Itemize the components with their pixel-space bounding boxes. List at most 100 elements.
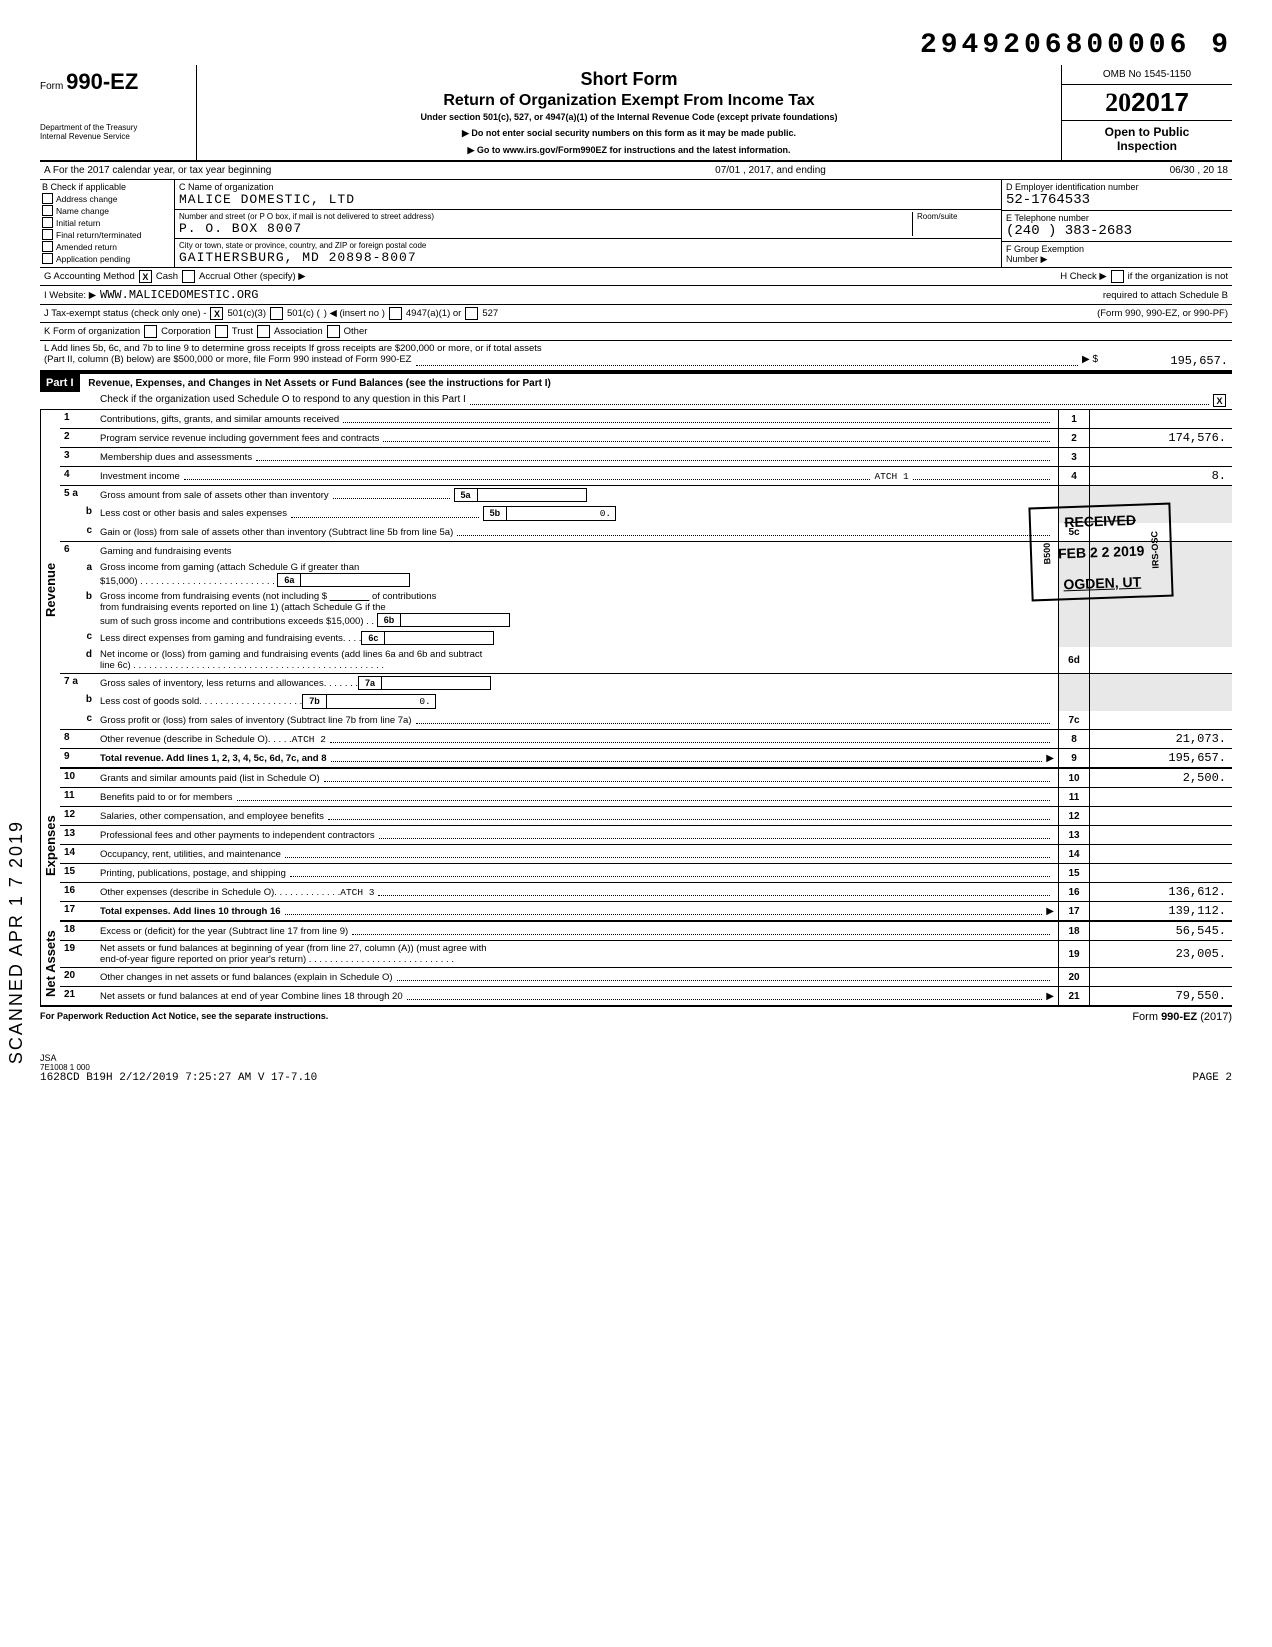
l6a-desc2: $15,000)	[100, 576, 138, 587]
l7c-val	[1090, 711, 1232, 729]
l16-desc: Other expenses (describe in Schedule O)	[100, 887, 274, 898]
line-h-text2: required to attach Schedule B	[1103, 290, 1228, 301]
ssn-warning: ▶ Do not enter social security numbers o…	[205, 128, 1053, 139]
part-1-check-text: Check if the organization used Schedule …	[100, 394, 466, 407]
col-b-title: B Check if applicable	[42, 182, 172, 192]
chk-final[interactable]	[42, 229, 53, 240]
period-begin: 07/01 , 2017, and ending	[715, 165, 826, 176]
city-label: City or town, state or province, country…	[179, 241, 997, 250]
l9-val: 195,657.	[1090, 749, 1232, 767]
chk-501c[interactable]	[270, 307, 283, 320]
lbl-accrual: Accrual Other (specify) ▶	[199, 271, 306, 282]
l8-atch: ATCH 2	[292, 734, 326, 745]
col-d: D Employer identification number 52-1764…	[1001, 180, 1232, 267]
line-k: K Form of organization Corporation Trust…	[40, 323, 1232, 341]
chk-h[interactable]	[1111, 270, 1124, 283]
line-h-label: H Check ▶	[1060, 271, 1106, 282]
l10-val: 2,500.	[1090, 769, 1232, 787]
stamp-b500: B500	[1041, 543, 1052, 565]
l6b-desc2: of contributions	[372, 591, 436, 602]
lbl-assoc: Association	[274, 326, 323, 337]
lbl-cash: Cash	[156, 271, 178, 282]
l4-desc: Investment income	[100, 471, 180, 482]
website-url: WWW.MALICEDOMESTIC.ORG	[100, 288, 258, 302]
expenses-label: Expenses	[40, 769, 60, 922]
short-form-label: Short Form	[205, 69, 1053, 90]
chk-527[interactable]	[465, 307, 478, 320]
l20-val	[1090, 968, 1232, 986]
l6c-desc: Less direct expenses from gaming and fun…	[100, 633, 343, 644]
l5b-desc: Less cost or other basis and sales expen…	[100, 508, 287, 519]
lbl-amended: Amended return	[56, 242, 117, 252]
l13-desc: Professional fees and other payments to …	[100, 830, 375, 841]
l6b-desc3: from fundraising events reported on line…	[100, 602, 386, 613]
received-stamp: RECEIVED B500 FEB 2 2 2019 IRS-OSC OGDEN…	[1028, 503, 1174, 601]
lbl-501c3: 501(c)(3)	[227, 308, 266, 319]
chk-other[interactable]	[327, 325, 340, 338]
line-h-text1: if the organization is not	[1128, 271, 1228, 282]
lbl-initial: Initial return	[56, 218, 100, 228]
paperwork-notice: For Paperwork Reduction Act Notice, see …	[40, 1011, 328, 1023]
chk-cash[interactable]: X	[139, 270, 152, 283]
lbl-final: Final return/terminated	[56, 230, 142, 240]
document-number: 2949206800006 9	[40, 30, 1232, 61]
l12-desc: Salaries, other compensation, and employ…	[100, 811, 324, 822]
tax-year: 202017	[1062, 85, 1232, 120]
l18-val: 56,545.	[1090, 922, 1232, 940]
entity-block: B Check if applicable Address change Nam…	[40, 180, 1232, 268]
line-j-label: J Tax-exempt status (check only one) -	[44, 308, 206, 319]
col-c: C Name of organization MALICE DOMESTIC, …	[175, 180, 1001, 267]
chk-name[interactable]	[42, 205, 53, 216]
expenses-section: Expenses 10Grants and similar amounts pa…	[40, 769, 1232, 922]
line-l-1: L Add lines 5b, 6c, and 7b to line 9 to …	[44, 343, 1228, 354]
website-instruction: ▶ Go to www.irs.gov/Form990EZ for instru…	[205, 145, 1053, 156]
chk-assoc[interactable]	[257, 325, 270, 338]
page-number: PAGE 2	[1192, 1072, 1232, 1084]
jsa-block: JSA 7E1008 1 000 1628CD B19H 2/12/2019 7…	[40, 1053, 1232, 1084]
chk-accrual[interactable]	[182, 270, 195, 283]
period-end: 06/30 , 20 18	[1170, 165, 1228, 176]
l8-val: 21,073.	[1090, 730, 1232, 748]
group-exempt-number: Number ▶	[1006, 254, 1228, 265]
form-prefix: Form	[40, 81, 63, 92]
l7b-ival: 0.	[327, 695, 435, 708]
l6d-val	[1090, 647, 1232, 673]
part-1-label: Part I	[40, 374, 80, 392]
street: P. O. BOX 8007	[179, 221, 912, 236]
stamp-irs-osc: IRS-OSC	[1149, 531, 1160, 569]
l19-val: 23,005.	[1090, 941, 1232, 967]
lbl-pending: Application pending	[56, 254, 130, 264]
chk-address[interactable]	[42, 193, 53, 204]
lbl-address: Address change	[56, 194, 117, 204]
l20-desc: Other changes in net assets or fund bala…	[100, 972, 393, 983]
phone: (240 ) 383-2683	[1006, 223, 1228, 239]
l5b-ival: 0.	[507, 507, 615, 520]
col-b: B Check if applicable Address change Nam…	[40, 180, 175, 267]
l2-val: 174,576.	[1090, 429, 1232, 447]
revenue-section: Revenue 1Contributions, gifts, grants, a…	[40, 410, 1232, 769]
chk-4947[interactable]	[389, 307, 402, 320]
street-label: Number and street (or P O box, if mail i…	[179, 212, 912, 221]
part-1-title: Revenue, Expenses, and Changes in Net As…	[82, 375, 557, 392]
chk-amended[interactable]	[42, 241, 53, 252]
chk-trust[interactable]	[215, 325, 228, 338]
chk-corp[interactable]	[144, 325, 157, 338]
l4-atch: ATCH 1	[874, 471, 908, 482]
line-a: A For the 2017 calendar year, or tax yea…	[40, 162, 1232, 180]
l3-val	[1090, 448, 1232, 466]
l8-desc: Other revenue (describe in Schedule O)	[100, 734, 268, 745]
chk-schedule-o[interactable]: X	[1213, 394, 1226, 407]
return-title: Return of Organization Exempt From Incom…	[205, 92, 1053, 110]
l17-val: 139,112.	[1090, 902, 1232, 920]
line-k-label: K Form of organization	[44, 326, 140, 337]
line-a-label: A For the 2017 calendar year, or tax yea…	[44, 165, 271, 176]
chk-pending[interactable]	[42, 253, 53, 264]
l13-val	[1090, 826, 1232, 844]
chk-501c3[interactable]: X	[210, 307, 223, 320]
l14-desc: Occupancy, rent, utilities, and maintena…	[100, 849, 281, 860]
chk-initial[interactable]	[42, 217, 53, 228]
jsa-label: JSA	[40, 1053, 1232, 1063]
l5c-desc: Gain or (loss) from sale of assets other…	[100, 527, 453, 538]
l1-desc: Contributions, gifts, grants, and simila…	[100, 414, 339, 425]
under-section: Under section 501(c), 527, or 4947(a)(1)…	[205, 112, 1053, 122]
